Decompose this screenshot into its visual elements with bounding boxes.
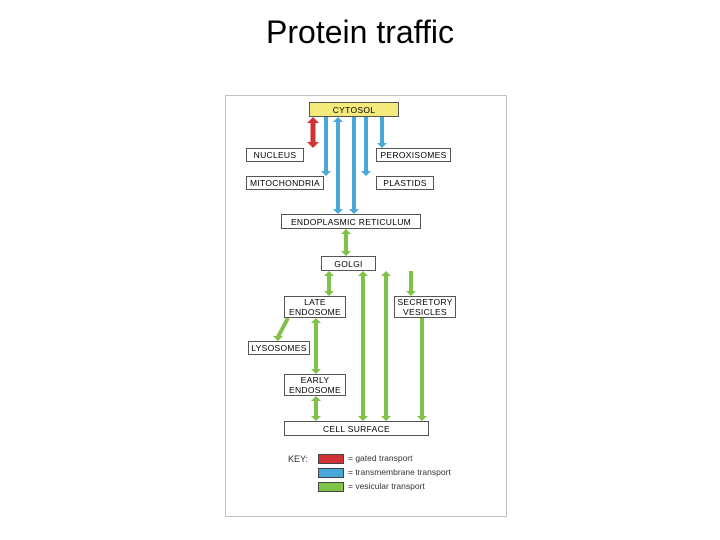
legend-title: KEY: [288,454,308,464]
box-cytosol: CYTOSOL [309,102,399,117]
box-early_endo: EARLY ENDOSOME [284,374,346,396]
box-cell_surf: CELL SURFACE [284,421,429,436]
legend-swatch [318,454,344,464]
box-nucleus: NUCLEUS [246,148,304,162]
box-plastids: PLASTIDS [376,176,434,190]
box-er: ENDOPLASMIC RETICULUM [281,214,421,229]
box-lysosomes: LYSOSOMES [248,341,310,355]
diagram-frame: CYTOSOL NUCLEUS PEROXISOMES MITOCHONDRIA PLA… [225,95,507,517]
box-golgi: GOLGI [321,256,376,271]
box-mito: MITOCHONDRIA [246,176,324,190]
legend-swatch [318,468,344,478]
legend-text: = transmembrane transport [348,467,451,477]
box-late_endo: LATE ENDOSOME [284,296,346,318]
legend-text: = gated transport [348,453,413,463]
box-secretory: SECRETORY VESICLES [394,296,456,318]
box-peroxi: PEROXISOMES [376,148,451,162]
page-title: Protein traffic [0,14,720,51]
legend-text: = vesicular transport [348,481,425,491]
legend-swatch [318,482,344,492]
